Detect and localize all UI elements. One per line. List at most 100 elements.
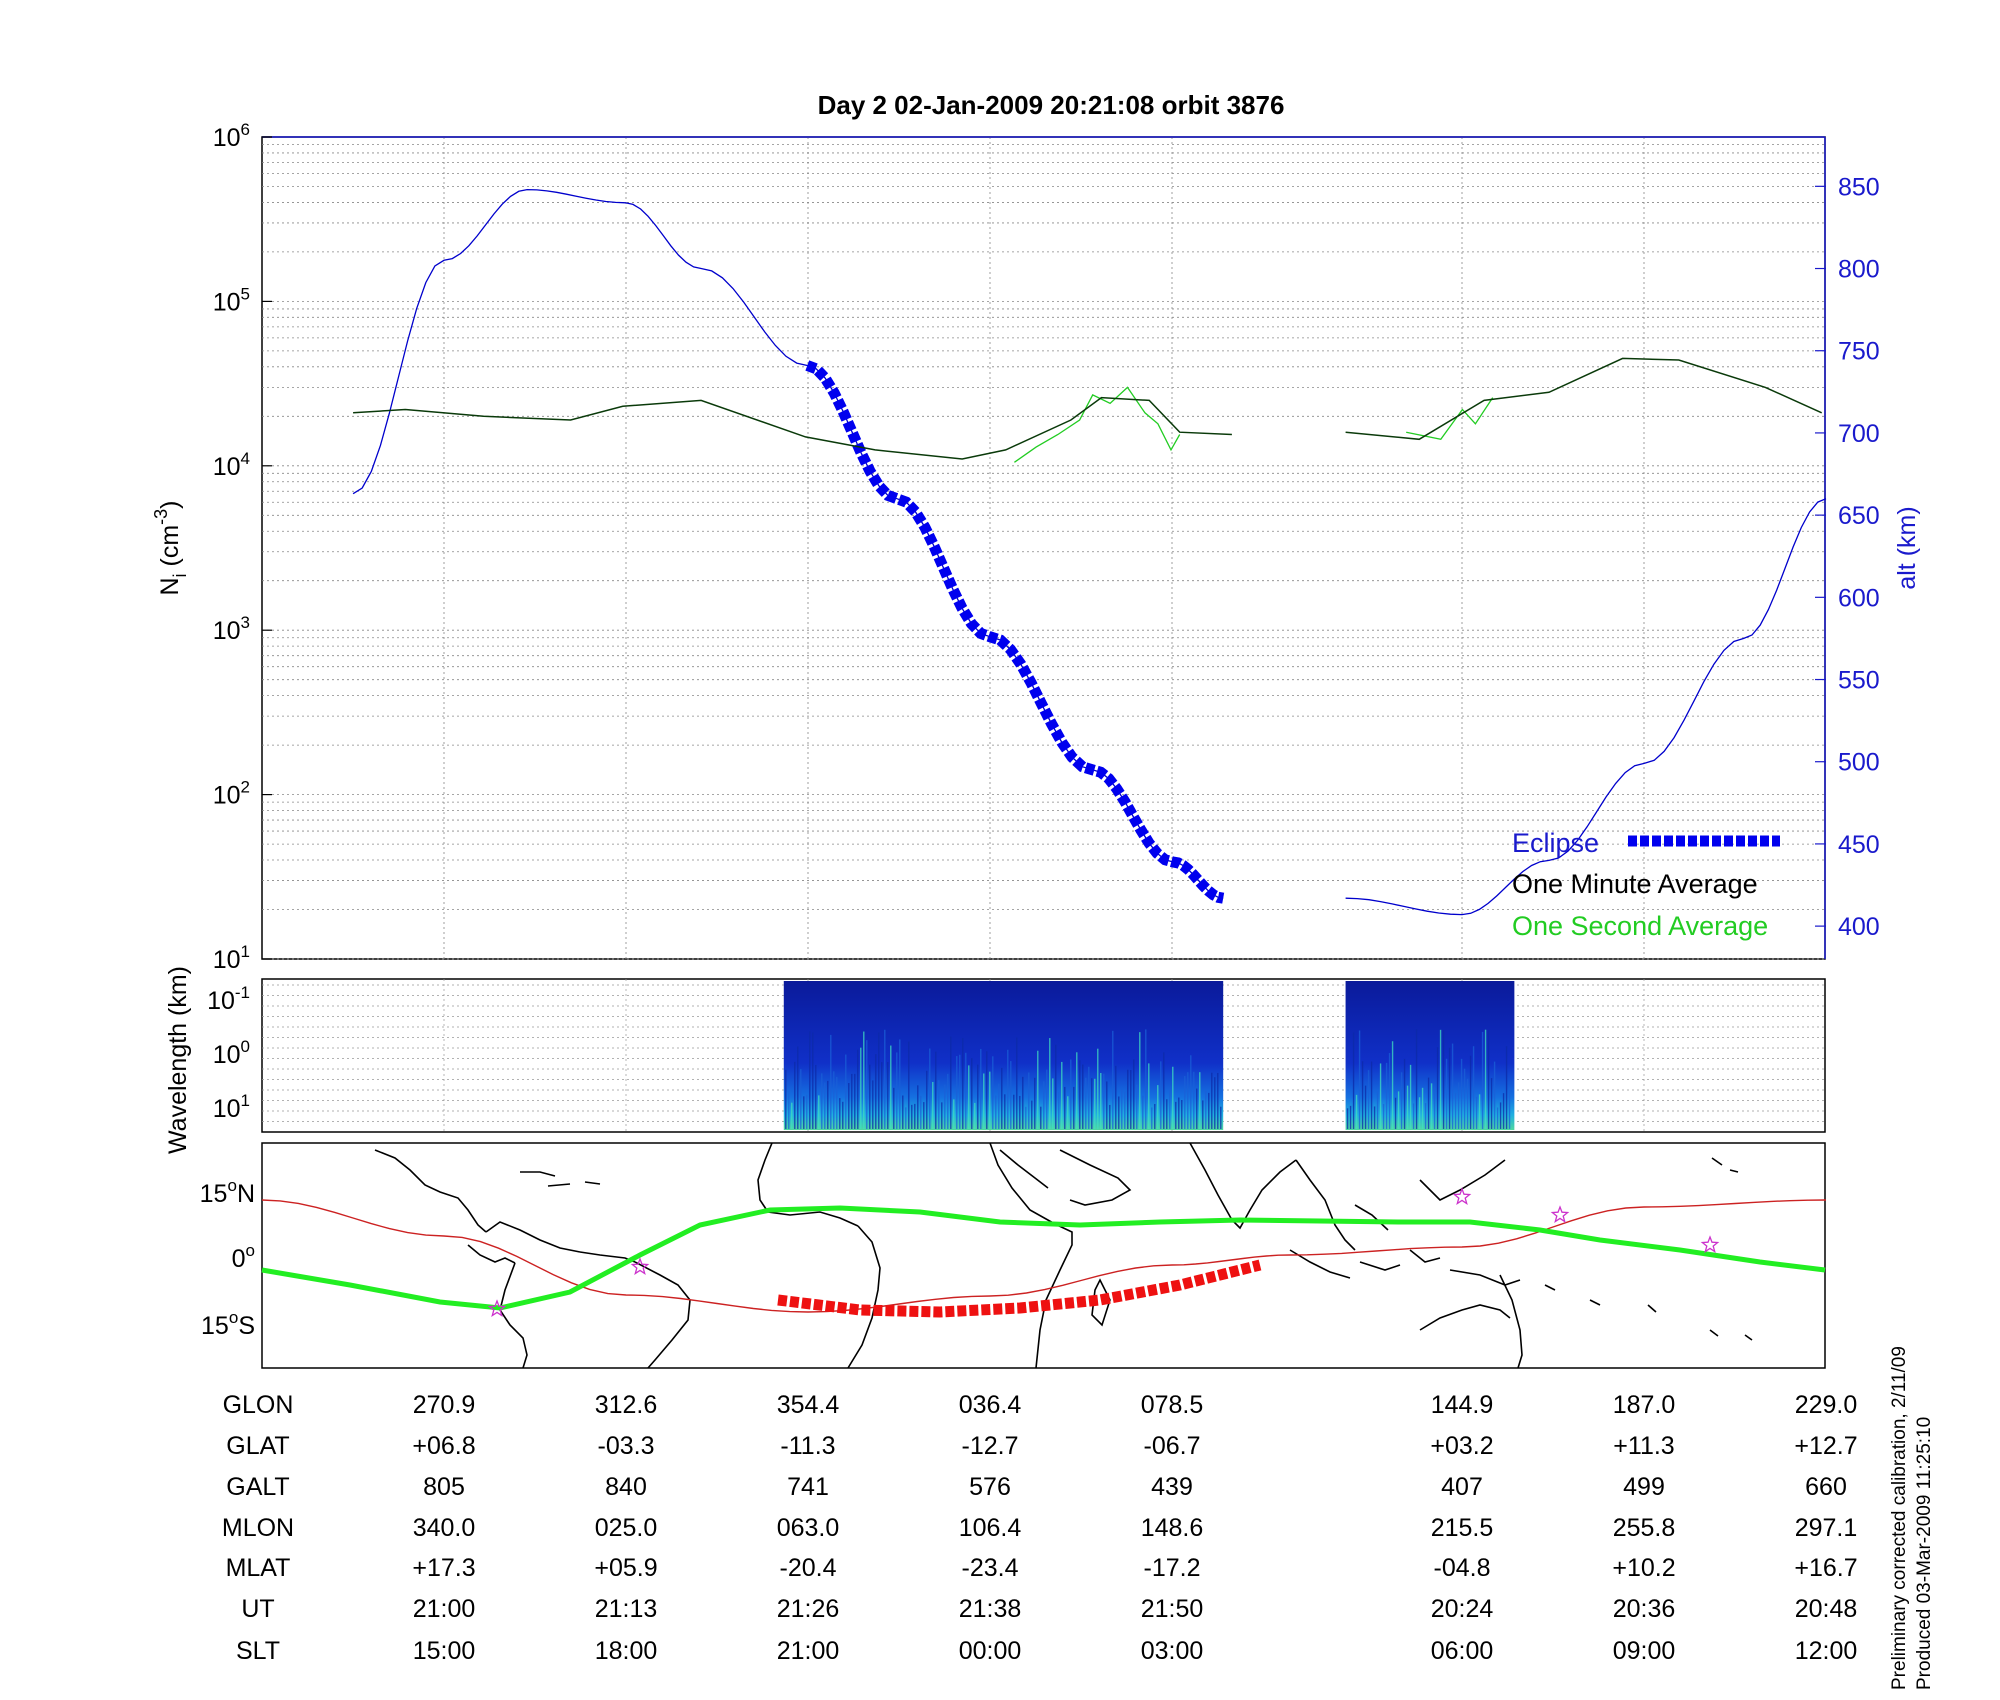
table-cell: +10.2 [1612, 1554, 1675, 1582]
table-row-label: UT [241, 1595, 274, 1623]
table-cell: 03:00 [1141, 1637, 1204, 1665]
coastline-africa-gulf [847, 1225, 881, 1369]
table-cell: 036.4 [959, 1391, 1022, 1419]
legend-one-minute-label: One Minute Average [1512, 869, 1758, 899]
altitude-tick-label: 400 [1838, 913, 1880, 941]
altitude-ylabel: alt (km) [1893, 506, 1921, 589]
altitude-tick-label: 550 [1838, 667, 1880, 695]
table-cell: 20:24 [1431, 1595, 1494, 1623]
table-cell: 025.0 [595, 1514, 658, 1542]
table-cell: +05.9 [594, 1554, 657, 1582]
table-cell: 09:00 [1613, 1637, 1676, 1665]
legend-eclipse-label: Eclipse [1512, 828, 1599, 858]
table-cell: 21:50 [1141, 1595, 1204, 1623]
table-cell: 144.9 [1431, 1391, 1494, 1419]
altitude-tick-label: 700 [1838, 420, 1880, 448]
altitude-tick-label: 500 [1838, 749, 1880, 777]
coastline-indonesia [1289, 1249, 1521, 1286]
wavelength-y-tick-label: 101 [213, 1091, 250, 1123]
table-cell: 00:00 [959, 1637, 1022, 1665]
density-y-tick-label: 104 [213, 449, 250, 481]
altitude-tick-label: 650 [1838, 502, 1880, 530]
table-cell: 21:38 [959, 1595, 1022, 1623]
table-cell: -03.3 [598, 1432, 655, 1460]
table-cell: 187.0 [1613, 1391, 1676, 1419]
one-minute-average-line [353, 396, 1232, 460]
altitude-curve-2 [1345, 498, 1827, 916]
table-cell: -20.4 [780, 1554, 837, 1582]
map-y-tick-label: 15oN [200, 1176, 255, 1208]
wavelength-ylabel: Wavelength (km) [164, 966, 192, 1154]
coastline-central-america [467, 1244, 516, 1264]
table-cell: 21:00 [777, 1637, 840, 1665]
map-panel: 15oN 0o 15oS [200, 1142, 1827, 1369]
table-row-label: GALT [226, 1473, 289, 1501]
table-row-label: SLT [236, 1637, 280, 1665]
one-second-average-line [1014, 386, 1181, 463]
wavelength-y-tick-label: 100 [213, 1037, 250, 1069]
wavelength-panel: 10-1 100 101 Wavelength (km) [164, 966, 1826, 1154]
coastline-australia [1419, 1274, 1523, 1369]
table-cell: -17.2 [1144, 1554, 1201, 1582]
table-cell: 20:48 [1795, 1595, 1858, 1623]
density-y-tick-label: 106 [213, 120, 250, 152]
table-cell: 805 [423, 1473, 465, 1501]
coastline-gulf [485, 1221, 581, 1253]
coastline-pacific-islands [1544, 1157, 1753, 1341]
magnetic-foot-star [1700, 1235, 1720, 1253]
map-y-ticks: 15oN 0o 15oS [200, 1176, 255, 1340]
table-cell: 15:00 [413, 1637, 476, 1665]
orbit-parameter-table: GLON GLAT GALT MLON MLAT UT SLT 270.9 +06.8 805 34… [222, 1391, 1858, 1665]
table-cell: 407 [1441, 1473, 1483, 1501]
table-cell: 106.4 [959, 1514, 1022, 1542]
density-y-tick-label: 103 [213, 613, 250, 645]
legend: Eclipse One Minute Average One Second Av… [1512, 828, 1780, 941]
magnetic-foot-star [630, 1257, 650, 1275]
table-cell: +16.7 [1794, 1554, 1857, 1582]
table-cell: -23.4 [962, 1554, 1019, 1582]
wavelength-y-ticks: 10-1 100 101 [207, 983, 250, 1123]
density-y-tick-label: 102 [213, 778, 250, 810]
table-cell: 21:00 [413, 1595, 476, 1623]
spectrogram-block [783, 981, 1224, 1130]
map-plot-area [261, 1142, 1826, 1369]
table-cell: 148.6 [1141, 1514, 1204, 1542]
altitude-tick-label: 600 [1838, 584, 1880, 612]
table-cell: -04.8 [1434, 1554, 1491, 1582]
table-cell: 20:36 [1613, 1595, 1676, 1623]
eclipse-segment [805, 360, 1225, 904]
altitude-tick-label: 800 [1838, 256, 1880, 284]
table-row-label: GLON [223, 1391, 294, 1419]
magnetic-foot-star [487, 1299, 507, 1317]
table-cell: 312.6 [595, 1391, 658, 1419]
magnetic-foot-star [1550, 1205, 1570, 1223]
density-ylabel: Ni (cm-3) [151, 500, 190, 595]
magnetic-foot-star [1452, 1187, 1472, 1205]
table-cell: +17.3 [412, 1554, 475, 1582]
coastline-north-america [374, 1149, 487, 1233]
one-second-average-line-2 [1406, 397, 1494, 441]
density-y-ticks: 106 105 104 103 102 101 [213, 120, 272, 974]
table-cell: 215.5 [1431, 1514, 1494, 1542]
coastline-caribbean [520, 1171, 601, 1187]
table-cell: 297.1 [1795, 1514, 1858, 1542]
density-panel: 106 105 104 103 102 101 850 800 750 700 650 600 550… [151, 120, 1921, 974]
table-cell: 660 [1805, 1473, 1847, 1501]
table-cell: 229.0 [1795, 1391, 1858, 1419]
table-cell: 255.8 [1613, 1514, 1676, 1542]
coastline-southeast-asia [1295, 1159, 1506, 1251]
density-y-tick-label: 105 [213, 284, 250, 316]
table-cell: -11.3 [780, 1432, 835, 1460]
figure-title: Day 2 02-Jan-2009 20:21:08 orbit 3876 [818, 90, 1285, 120]
produced-note: Produced 03-Mar-2009 11:25:10 [1914, 1417, 1935, 1690]
coastline-arabia [1059, 1149, 1132, 1206]
altitude-tick-label: 850 [1838, 173, 1880, 201]
table-cell: 078.5 [1141, 1391, 1204, 1419]
table-row-label: MLON [222, 1514, 294, 1542]
table-cell: 576 [969, 1473, 1011, 1501]
table-row-label: MLAT [226, 1554, 291, 1582]
table-cell: 741 [787, 1473, 829, 1501]
table-cell: 354.4 [777, 1391, 840, 1419]
table-cell: +03.2 [1430, 1432, 1493, 1460]
